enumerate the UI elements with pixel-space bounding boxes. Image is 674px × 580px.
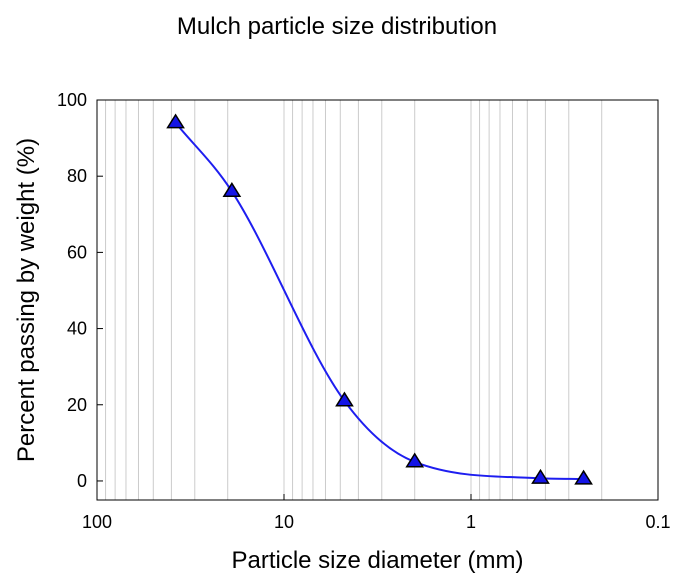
data-point	[166, 113, 185, 129]
data-point	[335, 391, 354, 407]
data-point	[222, 182, 242, 197]
data-point	[531, 468, 550, 484]
axis-ticks	[96, 99, 659, 500]
plot-frame	[96, 99, 659, 501]
y-tick-label: 20	[67, 395, 87, 415]
y-tick-label: 0	[77, 471, 87, 491]
grid-lines	[105, 100, 603, 500]
y-tick-label: 80	[67, 166, 87, 186]
y-tick-label: 100	[57, 90, 87, 110]
chart-title: Mulch particle size distribution	[176, 13, 498, 40]
x-tick-label: 0.1	[645, 512, 670, 532]
x-tick-label: 100	[82, 512, 112, 532]
x-axis-label: Particle size diameter (mm)	[231, 547, 523, 574]
data-point	[574, 469, 593, 485]
curve-layer	[174, 122, 584, 481]
tick-labels: 0 20 40 60 80 100 100 10 1 0.1	[57, 90, 671, 532]
y-tick-label: 60	[67, 242, 87, 262]
x-tick-label: 1	[466, 512, 476, 532]
series-line	[174, 122, 584, 481]
y-axis-label: Percent passing by weight (%)	[13, 138, 40, 462]
y-tick-label: 40	[67, 319, 87, 339]
data-point	[405, 452, 425, 468]
points-layer	[166, 113, 593, 485]
x-tick-label: 10	[274, 512, 294, 532]
